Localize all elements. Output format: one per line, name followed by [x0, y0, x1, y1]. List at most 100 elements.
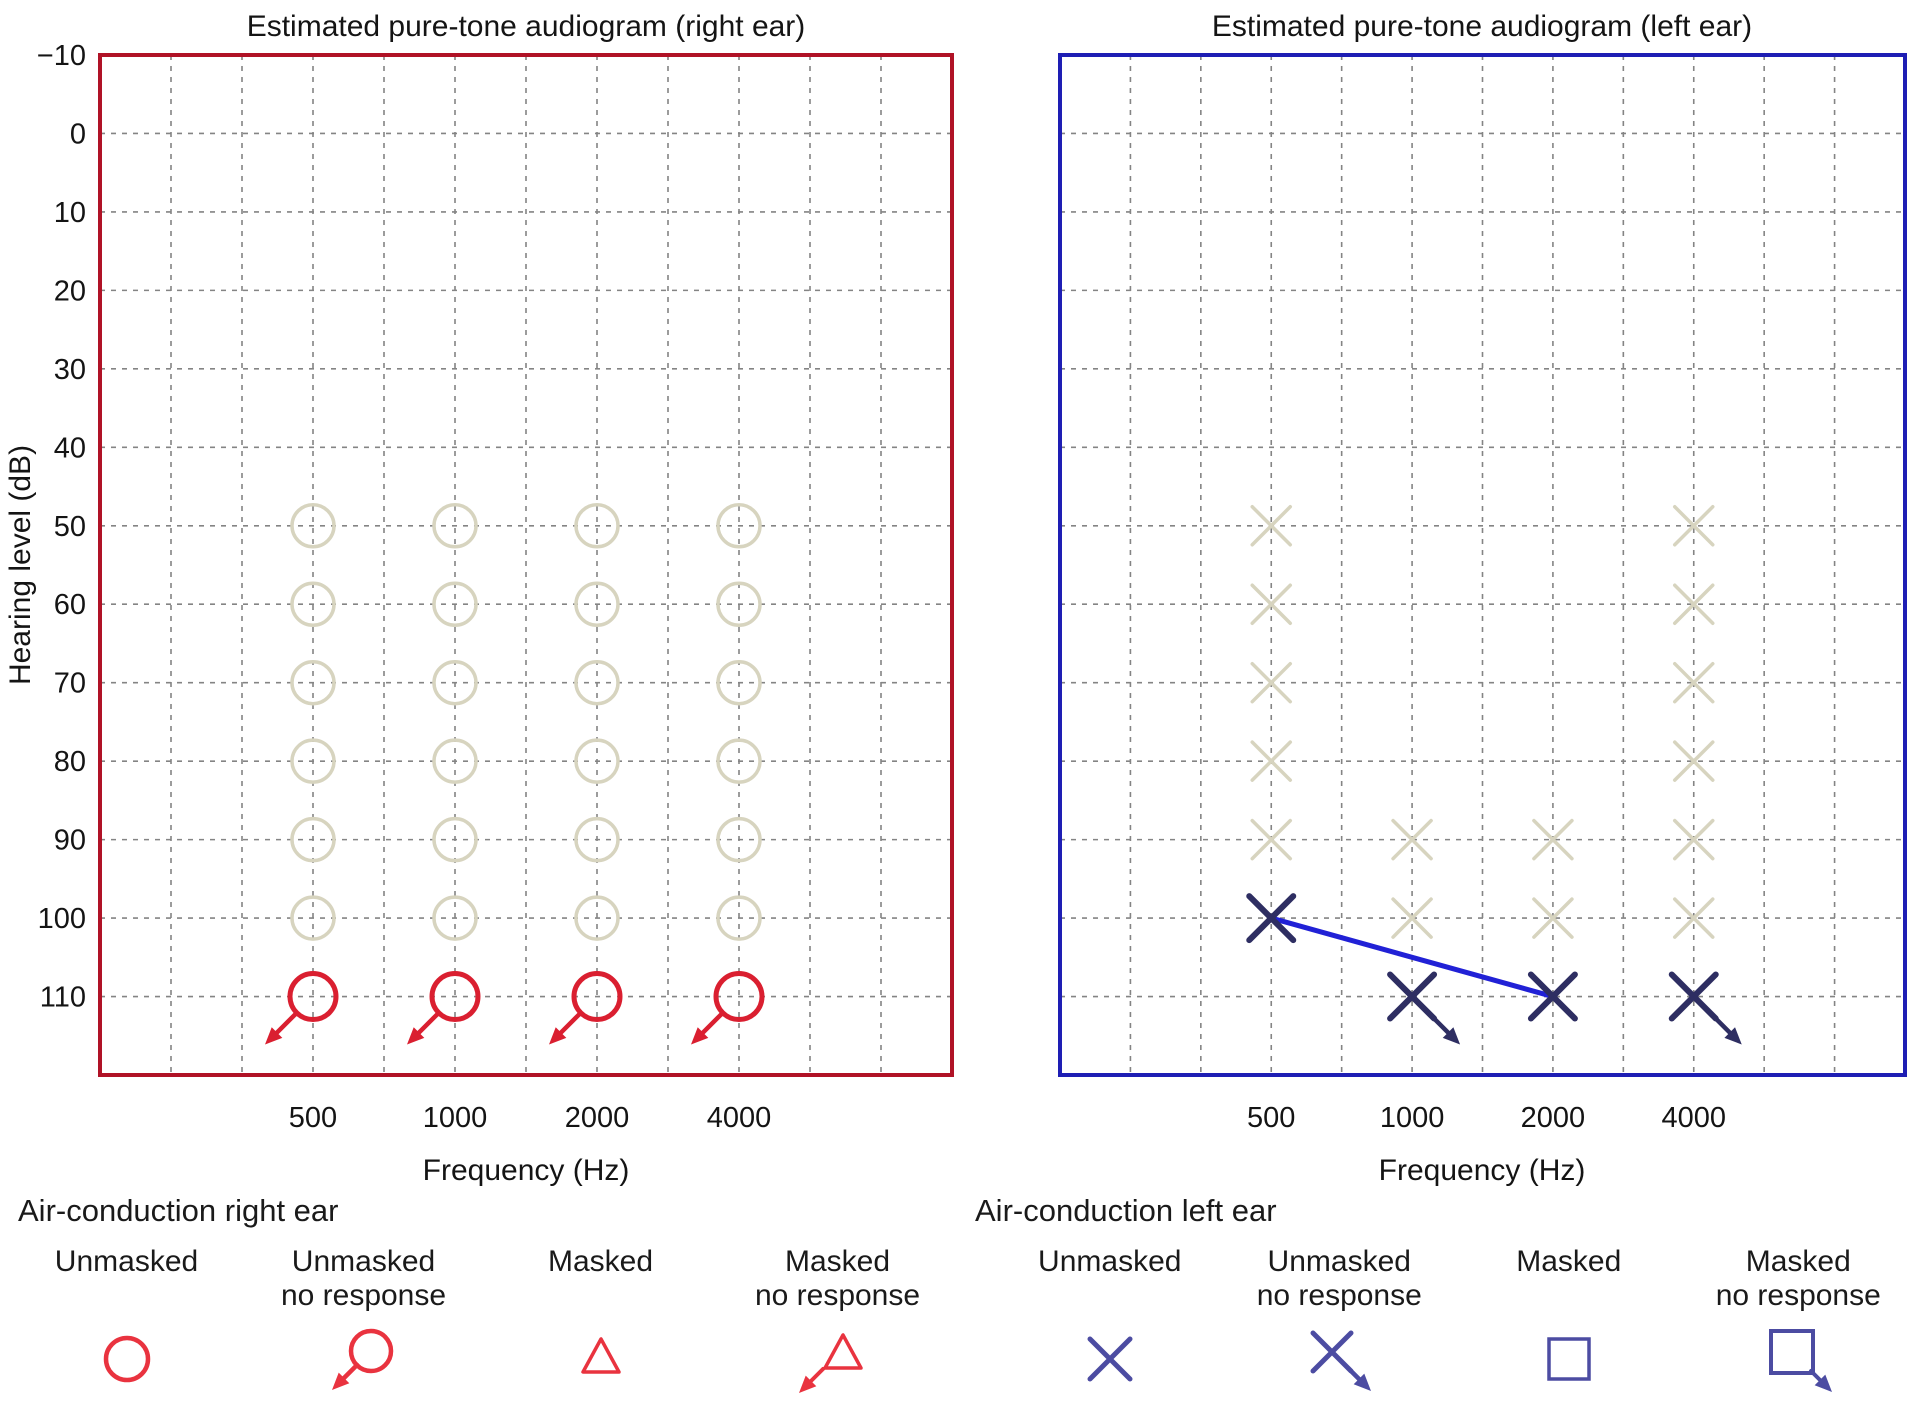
circle-no-response-arrow-head [331, 1372, 349, 1390]
faded-circle-marker [716, 659, 762, 706]
circle-no-response-arrow-shaft [340, 1362, 359, 1382]
legend-label-line1: Unmasked [1038, 1245, 1182, 1278]
triangle-no-response-arrow-head [798, 1375, 816, 1393]
square-symbol-icon [1547, 1337, 1591, 1381]
y-tick-label: 10 [54, 197, 86, 229]
x-marker [1387, 971, 1438, 1022]
y-tick-label: 100 [38, 903, 86, 935]
no-response-arrow-shaft [415, 1011, 441, 1036]
faded-x-marker [1673, 505, 1715, 547]
no-response-arrow-shaft [273, 1011, 299, 1036]
legend-item-masked-no-response-left: Masked no response [1684, 1245, 1913, 1405]
triangle-glyph [822, 1333, 863, 1370]
faded-circle-marker [290, 895, 336, 941]
square-glyph [1769, 1329, 1816, 1375]
triangle-no-response-arrow-shaft [807, 1367, 825, 1384]
y-tick-label: 80 [54, 746, 86, 778]
faded-circle-marker [716, 503, 762, 549]
faded-circle-marker [574, 659, 620, 706]
legend-label: Unmasked no response [1257, 1245, 1422, 1319]
y-tick-label: 30 [54, 354, 86, 386]
faded-circle-marker [574, 581, 620, 627]
no-response-arrow-head [1724, 1027, 1742, 1045]
legend-item-masked-right: Masked [482, 1245, 719, 1405]
faded-circle-marker [432, 895, 478, 941]
circle-marker [713, 971, 765, 1023]
square-arrow-symbol-icon [1769, 1329, 1833, 1392]
faded-circle-marker [290, 738, 336, 784]
faded-x-marker [1532, 897, 1574, 939]
x-tick-label: 1000 [423, 1102, 488, 1134]
legend-label-line1: Unmasked [54, 1245, 199, 1278]
legend-item-masked-no-response-right: Masked no response [719, 1245, 956, 1405]
legend-label-line2: no response [1256, 1279, 1422, 1312]
x-tick-label: 2000 [565, 1102, 630, 1134]
left-ear-audiogram-panel: Estimated pure-tone audiogram (left ear)… [955, 0, 1913, 1200]
faded-circle-marker [290, 816, 336, 863]
legend-label: Masked [1516, 1245, 1621, 1319]
no-response-arrow-head [691, 1027, 709, 1045]
faded-circle-marker [716, 816, 762, 863]
y-tick-label: 70 [54, 668, 86, 700]
circle-marker [429, 971, 481, 1023]
legend-label-line1: Masked [1516, 1245, 1622, 1278]
x-marker [1246, 893, 1297, 944]
plot-border [98, 53, 954, 1077]
circle-glyph [103, 1335, 150, 1383]
faded-circle-marker [574, 895, 620, 941]
square-no-response-arrow-shaft [1809, 1369, 1824, 1383]
legend-label-line2 [1038, 1279, 1181, 1313]
faded-circle-marker [716, 895, 762, 941]
circle-glyph [348, 1328, 393, 1374]
plot-border [1058, 53, 1907, 1077]
legend-label: Masked [548, 1245, 653, 1319]
threshold-connector-line [1268, 915, 1556, 1000]
legend-heading-right-ear: Air-conduction right ear [18, 1193, 339, 1228]
faded-circle-marker [716, 581, 762, 627]
x-tick-label: 1000 [1380, 1102, 1445, 1134]
y-axis-label-right-ear: Hearing level (dB) [4, 445, 37, 685]
legend-label-line2 [1516, 1279, 1621, 1313]
legend-left-ear: Air-conduction left ear Unmasked Unmaske… [957, 1185, 1913, 1419]
legend-label-line1: Unmasked [291, 1245, 436, 1278]
faded-circle-marker [290, 503, 336, 549]
y-tick-label: 110 [40, 982, 86, 1014]
legend-items-right-ear: Unmasked Unmasked no response Masked [0, 1245, 956, 1405]
chart-title-left-ear: Estimated pure-tone audiogram (left ear) [1212, 10, 1752, 43]
y-tick-label: 90 [54, 825, 86, 857]
triangle-symbol-icon [580, 1337, 621, 1374]
x-marker [1668, 971, 1719, 1022]
faded-x-marker [1250, 818, 1292, 861]
triangle-glyph [580, 1337, 621, 1374]
x-no-response-arrow-head [1353, 1373, 1372, 1391]
faded-circle-marker [574, 816, 620, 863]
legend-label: Masked no response [755, 1245, 920, 1319]
legend-item-unmasked-no-response-left: Unmasked no response [1225, 1245, 1455, 1405]
faded-circle-marker [432, 738, 478, 784]
legend-items-left-ear: Unmasked Unmasked no response Masked [957, 1245, 1913, 1405]
legend-label-line2: no response [754, 1279, 921, 1312]
faded-circle-marker [432, 816, 478, 863]
x-tick-label: 500 [1247, 1102, 1295, 1134]
legend-right-ear: Air-conduction right ear Unmasked Unmask… [0, 1185, 956, 1419]
x-no-response-arrow-shaft [1346, 1365, 1363, 1383]
no-response-arrow-head [265, 1027, 283, 1045]
faded-x-marker [1391, 897, 1433, 939]
legend-label-line2: no response [1715, 1279, 1881, 1312]
square-no-response-arrow-head [1814, 1374, 1833, 1392]
legend-item-masked-left: Masked [1454, 1245, 1684, 1405]
triangle-arrow-symbol-icon [798, 1333, 863, 1393]
faded-x-marker [1673, 661, 1715, 704]
faded-x-marker [1673, 818, 1715, 861]
legend-label-line1: Masked [1745, 1245, 1851, 1278]
no-response-arrow-head [1442, 1027, 1461, 1045]
circle-arrow-symbol-icon [331, 1328, 393, 1390]
faded-circle-marker [432, 503, 478, 549]
faded-x-marker [1673, 897, 1715, 939]
right-ear-audiogram-chart: Estimated pure-tone audiogram (right ear… [4, 10, 954, 1187]
x-tick-label: 500 [289, 1102, 337, 1134]
legend-item-unmasked-no-response-right: Unmasked no response [245, 1245, 482, 1405]
legend-label-line2: no response [280, 1279, 447, 1312]
chart-title-right-ear: Estimated pure-tone audiogram (right ear… [247, 10, 806, 43]
